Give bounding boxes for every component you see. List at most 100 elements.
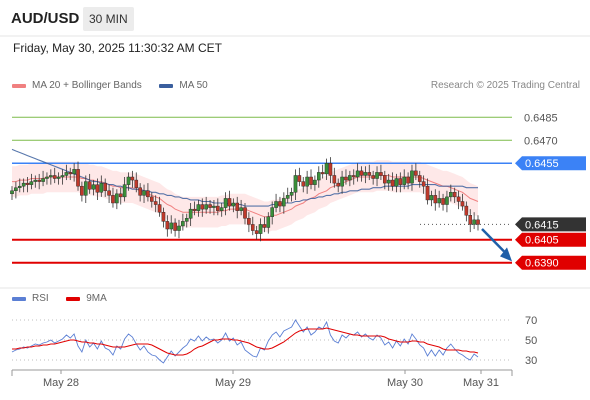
- candle-body: [429, 195, 434, 201]
- candle-body: [41, 178, 45, 182]
- symbol-title: AUD/USD: [11, 10, 80, 27]
- candle: [177, 219, 181, 239]
- candle-body: [52, 175, 57, 179]
- candle-body: [297, 175, 302, 182]
- candle-body: [107, 190, 111, 196]
- rsi-line: [11, 319, 479, 364]
- candle-body: [472, 219, 476, 225]
- timeframe-badge[interactable]: 30 MIN: [83, 7, 134, 31]
- candle: [122, 176, 127, 202]
- candle: [80, 181, 84, 202]
- candle-body: [476, 219, 480, 225]
- candle: [320, 164, 325, 179]
- candle-body: [219, 207, 224, 211]
- price-tag-bg-5: [515, 255, 586, 270]
- candle: [390, 172, 395, 191]
- candle: [363, 166, 368, 184]
- candle: [83, 175, 88, 204]
- candle-body: [375, 172, 379, 179]
- candle: [324, 158, 329, 181]
- candle: [468, 209, 473, 233]
- candle-body: [134, 179, 139, 188]
- candle: [336, 178, 341, 193]
- candle-body: [270, 207, 274, 217]
- candle: [21, 178, 26, 193]
- candle: [297, 167, 302, 187]
- candle-body: [410, 170, 414, 184]
- candle-body: [204, 204, 208, 210]
- candle-body: [316, 172, 321, 181]
- candle-body: [111, 195, 115, 204]
- candle-body: [456, 196, 461, 202]
- candle-body: [29, 181, 34, 185]
- candle: [452, 187, 457, 204]
- candle-body: [231, 202, 236, 207]
- candle-body: [394, 178, 399, 187]
- candle-body: [14, 187, 18, 191]
- candle: [72, 163, 76, 182]
- candle: [33, 175, 38, 188]
- candle: [456, 190, 461, 210]
- candle: [130, 170, 135, 188]
- candle-body: [126, 176, 131, 185]
- candle: [17, 178, 22, 193]
- candle: [204, 196, 208, 214]
- candle: [142, 184, 146, 204]
- candle-body: [390, 179, 395, 187]
- candle-body: [351, 175, 356, 178]
- candle: [14, 181, 18, 199]
- candle: [386, 173, 391, 191]
- candle: [417, 170, 422, 188]
- price-tag-2: 0.6455: [515, 156, 586, 171]
- candle-body: [386, 179, 391, 184]
- candle-body: [72, 169, 76, 175]
- candle-body: [212, 205, 216, 208]
- candle: [247, 212, 251, 233]
- candle: [107, 184, 111, 204]
- rsi-legend-label: RSI: [32, 293, 49, 304]
- x-tick-label: May 30: [387, 377, 423, 389]
- candle: [429, 190, 434, 207]
- candle-body: [192, 208, 197, 211]
- candle: [29, 173, 34, 190]
- candle: [476, 215, 480, 231]
- candle-body: [49, 175, 53, 178]
- candle: [328, 157, 333, 184]
- candle: [37, 173, 41, 190]
- candle: [25, 176, 30, 193]
- candle-body: [247, 218, 251, 225]
- candle: [157, 196, 162, 217]
- candle: [262, 216, 267, 233]
- candle-body: [177, 225, 181, 231]
- candle: [344, 169, 348, 185]
- candle-body: [165, 221, 170, 230]
- candle-body: [76, 169, 80, 187]
- candle: [87, 173, 92, 194]
- candle-body: [153, 201, 158, 205]
- candle: [293, 169, 298, 200]
- candle-body: [383, 175, 387, 184]
- candle: [49, 169, 53, 185]
- candle-body: [184, 218, 189, 222]
- candle: [355, 163, 360, 182]
- candles: [10, 157, 480, 242]
- candle: [165, 215, 170, 237]
- candle: [289, 187, 294, 202]
- candle-body: [278, 201, 282, 207]
- candle-body: [208, 204, 212, 208]
- candle-body: [173, 222, 177, 231]
- ma50-legend-label: MA 50: [179, 80, 208, 91]
- candle-body: [336, 182, 341, 187]
- candle: [41, 170, 45, 187]
- candle: [254, 225, 259, 240]
- candle: [146, 183, 150, 202]
- candle-body: [33, 179, 38, 182]
- candle-body: [305, 176, 309, 187]
- candle-body: [235, 202, 240, 211]
- candle-body: [45, 176, 49, 179]
- candle-body: [379, 172, 383, 176]
- price-tag-5: 0.6390: [515, 255, 586, 270]
- candle-body: [25, 182, 30, 185]
- candle: [449, 184, 453, 202]
